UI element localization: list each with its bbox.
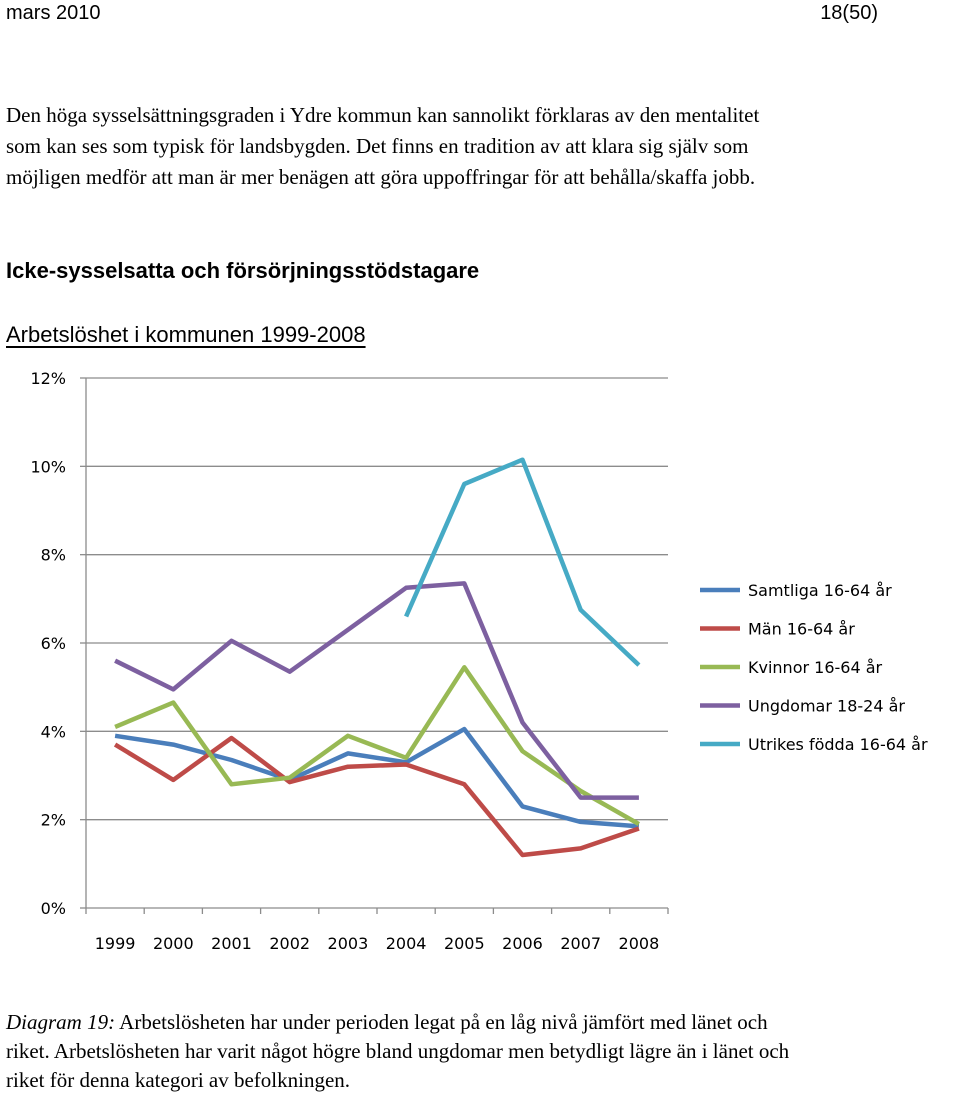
series-line [114,581,639,800]
x-tick-label: 2003 [328,934,369,953]
x-tick-label: 2002 [269,934,310,953]
page-number: 18(50) [820,2,878,24]
x-tick-label: 2005 [444,934,485,953]
legend-label: Ungdomar 18-24 år [748,697,905,716]
caption-line-1: Diagram 19: Arbetslösheten har under per… [6,1008,956,1037]
chart-title: Arbetslöshet i kommunen 1999-2008 [6,322,366,347]
x-tick-label: 2008 [619,934,660,953]
series-line [114,665,641,827]
intro-line: Den höga sysselsättningsgraden i Ydre ko… [6,103,760,127]
y-tick-label: 0% [41,899,66,918]
intro-paragraph: Den höga sysselsättningsgraden i Ydre ko… [6,100,936,193]
caption-line-2: riket. Arbetslösheten har varit något hö… [6,1039,790,1063]
y-tick-label: 10% [30,457,66,476]
intro-line: möjligen medför att man är mer benägen a… [6,165,756,189]
caption-text-1: Arbetslösheten har under perioden legat … [115,1010,768,1034]
caption-label: Diagram 19: [6,1010,116,1034]
page-date: mars 2010 [6,2,101,24]
y-tick-label: 12% [30,369,66,388]
x-tick-label: 1999 [95,934,136,953]
x-tick-label: 2001 [211,934,252,953]
y-tick-label: 8% [41,546,66,565]
y-tick-label: 2% [41,811,66,830]
legend-label: Utrikes födda 16-64 år [748,735,928,754]
y-tick-label: 6% [41,634,66,653]
x-tick-label: 2000 [153,934,194,953]
series-line [114,726,640,829]
unemployment-line-chart: 0% 2% 4% 6% 8% 10% 12% 1999 2000 2001 2002 2003 2004… [30,369,928,953]
series-line [404,457,641,667]
series-line [113,735,640,858]
section-heading: Icke-sysselsatta och försörjningsstödsta… [6,258,480,283]
intro-line: som kan ses som typisk för landsbygden. … [6,134,749,158]
x-tick-label: 2007 [560,934,601,953]
legend-label: Män 16-64 år [748,620,855,639]
y-tick-label: 4% [41,722,66,741]
figure-caption: Diagram 19: Arbetslösheten har under per… [6,1008,956,1095]
caption-line-3: riket för denna kategori av befolkningen… [6,1068,351,1092]
x-tick-label: 2006 [502,934,543,953]
legend-label: Samtliga 16-64 år [748,581,892,600]
x-tick-label: 2004 [386,934,427,953]
legend-label: Kvinnor 16-64 år [748,658,883,677]
